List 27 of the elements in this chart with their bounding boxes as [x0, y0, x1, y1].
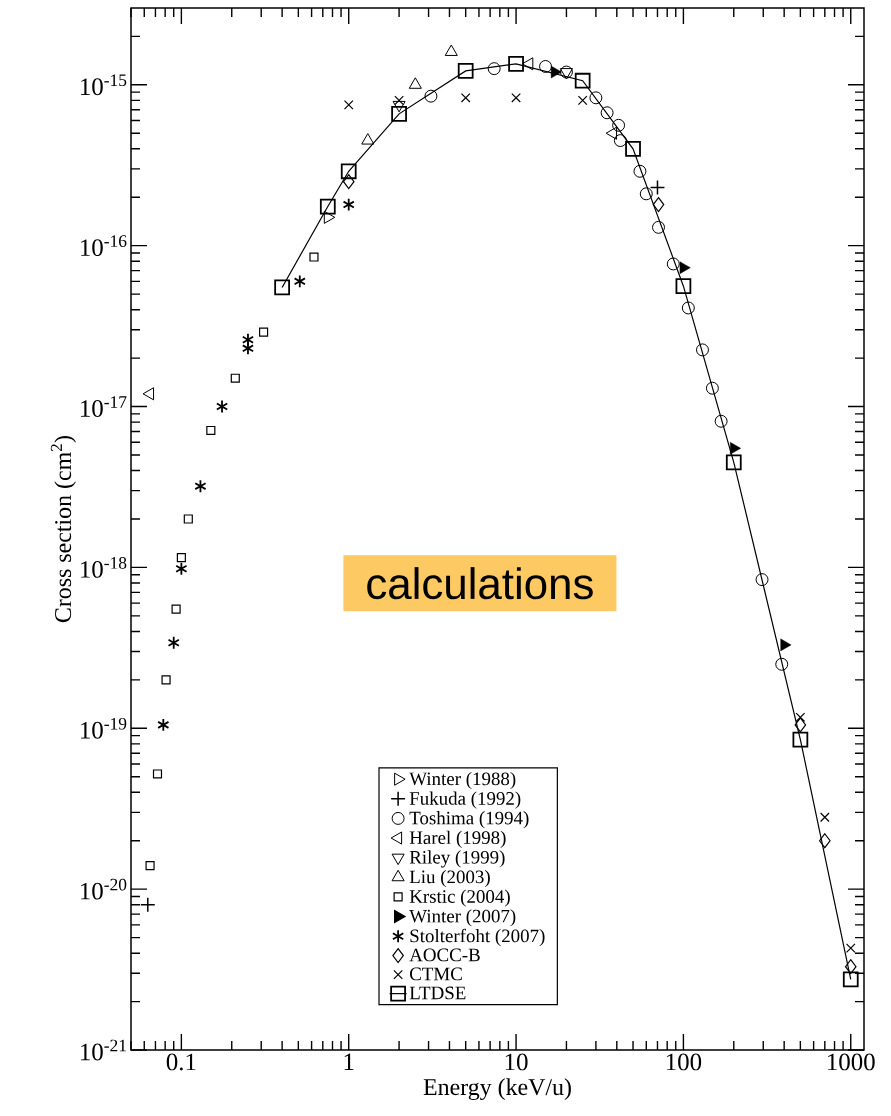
legend-label: AOCC-B — [409, 948, 480, 962]
y-tick-label: 10$^{-15}$ — [81, 74, 127, 96]
x-axis-title: Energy (keV/u) — [423, 1078, 571, 1101]
y-tick-label: 10$^{-19}$ — [81, 717, 127, 739]
legend-label: Liu (2003) — [409, 869, 490, 888]
legend-label: Stolterfoht (2007) — [410, 928, 545, 947]
x-tick-label: 10 — [505, 1053, 528, 1071]
legend-label: Winter (1988) — [409, 771, 516, 790]
y-axis-title: Cross section (cm$^{2}$) — [50, 436, 76, 623]
legend-label: LTDSE — [409, 986, 466, 1000]
x-tick-label: 1 — [344, 1053, 354, 1070]
x-tick-label: 0.1 — [166, 1053, 196, 1071]
legend-label: Toshima (1994) — [409, 811, 529, 829]
y-tick-label: 10$^{-20}$ — [81, 878, 127, 900]
legend-label: Krstic (2004) — [409, 889, 510, 907]
annotation: calculations — [367, 567, 593, 600]
legend-label: Winter (2007) — [409, 909, 516, 927]
x-tick-label: 100 — [666, 1053, 702, 1071]
legend-label: Riley (1999) — [409, 850, 505, 868]
y-tick-label: 10$^{-17}$ — [81, 396, 127, 417]
x-tick-label: 1000 — [828, 1053, 875, 1071]
y-tick-label: 10$^{-21}$ — [81, 1039, 126, 1061]
legend-label: Fukuda (1992) — [409, 791, 521, 809]
y-tick-label: 10$^{-18}$ — [81, 557, 127, 578]
legend-label: Harel (1998) — [409, 830, 506, 848]
y-tick-label: 10$^{-16}$ — [81, 235, 127, 257]
legend-label: CTMC — [409, 967, 462, 981]
